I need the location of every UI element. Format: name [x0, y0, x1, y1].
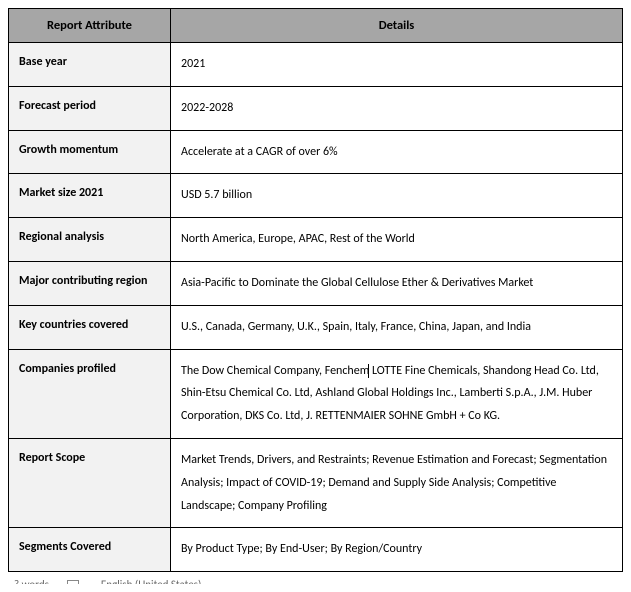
proofing-icon[interactable]	[67, 578, 83, 584]
detail-cell[interactable]: USD 5.7 billion	[171, 174, 623, 218]
attr-cell: Forecast period	[9, 86, 171, 130]
attr-cell: Market size 2021	[9, 174, 171, 218]
detail-cell[interactable]: U.S., Canada, Germany, U.K., Spain, Ital…	[171, 305, 623, 349]
table-row: Base year 2021	[9, 43, 623, 87]
attr-cell: Base year	[9, 43, 171, 87]
attr-cell: Report Scope	[9, 438, 171, 527]
report-attributes-table: Report Attribute Details Base year 2021 …	[8, 8, 623, 572]
col-header-details: Details	[171, 9, 623, 43]
attr-cell: Companies profiled	[9, 349, 171, 438]
attr-cell: Segments Covered	[9, 528, 171, 572]
detail-cell[interactable]: By Product Type; By End-User; By Region/…	[171, 528, 623, 572]
table-row: Forecast period 2022-2028	[9, 86, 623, 130]
word-count[interactable]: ? words	[14, 578, 49, 584]
detail-cell-with-cursor[interactable]: The Dow Chemical Company, Fenchem LOTTE …	[171, 349, 623, 438]
detail-text-pre: The Dow Chemical Company, Fenchem	[181, 364, 369, 378]
table-row: Regional analysis North America, Europe,…	[9, 218, 623, 262]
attr-cell: Major contributing region	[9, 261, 171, 305]
table-row: Companies profiled The Dow Chemical Comp…	[9, 349, 623, 438]
detail-cell[interactable]: Accelerate at a CAGR of over 6%	[171, 130, 623, 174]
attr-cell: Growth momentum	[9, 130, 171, 174]
table-row: Report Scope Market Trends, Drivers, and…	[9, 438, 623, 527]
attr-cell: Key countries covered	[9, 305, 171, 349]
attr-cell: Regional analysis	[9, 218, 171, 262]
detail-cell[interactable]: 2021	[171, 43, 623, 87]
language-status[interactable]: English (United States)	[101, 578, 201, 584]
col-header-attribute: Report Attribute	[9, 9, 171, 43]
table-header-row: Report Attribute Details	[9, 9, 623, 43]
table-row: Major contributing region Asia-Pacific t…	[9, 261, 623, 305]
table-row: Key countries covered U.S., Canada, Germ…	[9, 305, 623, 349]
table-row: Segments Covered By Product Type; By End…	[9, 528, 623, 572]
detail-cell[interactable]: North America, Europe, APAC, Rest of the…	[171, 218, 623, 262]
table-row: Market size 2021 USD 5.7 billion	[9, 174, 623, 218]
table-row: Growth momentum Accelerate at a CAGR of …	[9, 130, 623, 174]
detail-cell[interactable]: 2022-2028	[171, 86, 623, 130]
word-statusbar: ? words English (United States)	[8, 576, 623, 584]
detail-cell[interactable]: Asia-Pacific to Dominate the Global Cell…	[171, 261, 623, 305]
detail-cell[interactable]: Market Trends, Drivers, and Restraints; …	[171, 438, 623, 527]
